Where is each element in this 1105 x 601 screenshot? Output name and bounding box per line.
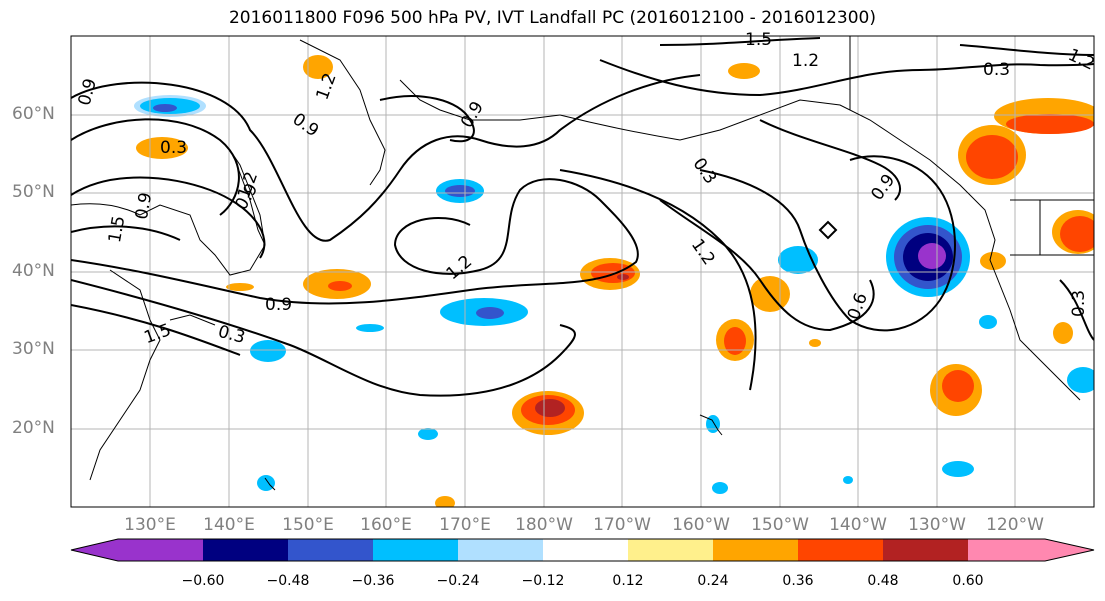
anomaly-blob: [445, 185, 475, 197]
lon-label: 130°E: [124, 515, 176, 535]
lon-label: 120°W: [986, 515, 1044, 535]
colorbar-tick-label: −0.48: [266, 573, 310, 589]
anomaly-blob: [728, 63, 760, 79]
contour-label: 0.3: [216, 322, 247, 348]
anomaly-blob: [303, 55, 333, 79]
contour-label: 0.9: [75, 76, 101, 107]
lon-label: 150°E: [282, 515, 334, 535]
contour-label: 0.9: [265, 295, 292, 315]
colorbar-tick-label: 0.12: [612, 573, 644, 589]
anomaly-blob: [1053, 322, 1073, 344]
anomaly-blob: [980, 252, 1006, 270]
colorbar-swatch: [968, 539, 1045, 561]
colorbar-tick-label: 0.36: [782, 573, 814, 589]
anomaly-blob: [617, 274, 629, 280]
colorbar: [70, 538, 1095, 562]
lon-label: 130°W: [908, 515, 966, 535]
contour-label: 0.3: [689, 154, 721, 188]
contour-label: 1.2: [792, 51, 819, 71]
contour-label: 0.3: [160, 138, 187, 158]
colorbar-outline: [70, 538, 1095, 562]
colorbar-swatch: [713, 539, 798, 561]
colorbar-swatch: [373, 539, 458, 561]
map-frame: [70, 35, 1095, 508]
colorbar-tick-label: 0.24: [697, 573, 729, 589]
anomaly-blob: [918, 243, 946, 269]
lon-label: 140°E: [203, 515, 255, 535]
contour-label: 0.6: [844, 290, 872, 322]
contour-label: 1.2: [1065, 45, 1098, 75]
anomaly-blob: [418, 428, 438, 440]
anomaly-blob: [809, 339, 821, 347]
anomaly-blob: [942, 370, 974, 402]
contour-label: 0.9: [132, 191, 156, 221]
contour-label: 1.2: [443, 251, 477, 284]
colorbar-swatch: [118, 539, 203, 561]
lon-label: 160°E: [360, 515, 412, 535]
contour-label: 0.9: [457, 98, 488, 131]
graticule: [71, 36, 1094, 507]
anomaly-blob: [136, 137, 188, 159]
anomaly-blob: [226, 283, 254, 291]
anomaly-blob: [724, 327, 746, 355]
contour-label: 1.5: [105, 214, 129, 244]
ivt-contours: [71, 37, 1094, 397]
lon-label: 170°E: [439, 515, 491, 535]
anomaly-blob: [257, 475, 275, 491]
anomaly-blob: [942, 461, 974, 477]
lat-label: 60°N: [12, 104, 55, 124]
colorbar-extend-low: [71, 539, 118, 561]
anomaly-blob: [535, 399, 565, 417]
colorbar-swatch: [883, 539, 968, 561]
anomaly-blob: [979, 315, 997, 329]
colorbar-extend-high: [1045, 539, 1094, 561]
lat-label: 40°N: [12, 261, 55, 281]
contour-label: 1.2: [687, 235, 719, 269]
pv-anomaly-shading: [134, 55, 1094, 507]
anomaly-blob: [843, 476, 853, 484]
contour-label: 1.5: [745, 30, 772, 50]
contour-label: 0.9: [289, 109, 323, 141]
contour-label: 1.5: [142, 320, 174, 348]
anomaly-blob: [712, 482, 728, 494]
colorbar-swatch: [543, 539, 628, 561]
anomaly-blob: [153, 104, 177, 112]
contour-label: 0.3: [1069, 290, 1089, 317]
lon-label: 140°W: [829, 515, 887, 535]
colorbar-swatch: [203, 539, 288, 561]
lat-label: 30°N: [12, 339, 55, 359]
anomaly-blob: [250, 340, 286, 362]
colorbar-tick-label: 0.48: [867, 573, 899, 589]
colorbar-tick-label: −0.60: [181, 573, 225, 589]
lon-label: 160°W: [672, 515, 730, 535]
colorbar-swatch: [458, 539, 543, 561]
lat-label: 50°N: [12, 182, 55, 202]
lat-label: 20°N: [12, 418, 55, 438]
anomaly-blob: [966, 135, 1018, 179]
lon-label: 170°W: [593, 515, 651, 535]
colorbar-swatch: [798, 539, 883, 561]
colorbar-swatch: [628, 539, 713, 561]
anomaly-blob: [1006, 114, 1094, 134]
lon-label: 150°W: [751, 515, 809, 535]
anomaly-blob: [476, 307, 504, 319]
lon-label: 180°W: [515, 515, 573, 535]
colorbar-tick-label: −0.12: [521, 573, 565, 589]
colorbar-tick-label: 0.60: [952, 573, 984, 589]
colorbar-tick-label: −0.36: [351, 573, 395, 589]
anomaly-blob: [1067, 367, 1094, 393]
anomaly-blob: [1060, 216, 1094, 252]
colorbar-swatch: [288, 539, 373, 561]
anomaly-blob: [356, 324, 384, 332]
contour-label: 0.3: [983, 60, 1010, 80]
anomaly-blob: [328, 281, 352, 291]
colorbar-tick-label: −0.24: [436, 573, 480, 589]
anomaly-blob: [435, 496, 455, 507]
map-title: 2016011800 F096 500 hPa PV, IVT Landfall…: [228, 8, 876, 28]
